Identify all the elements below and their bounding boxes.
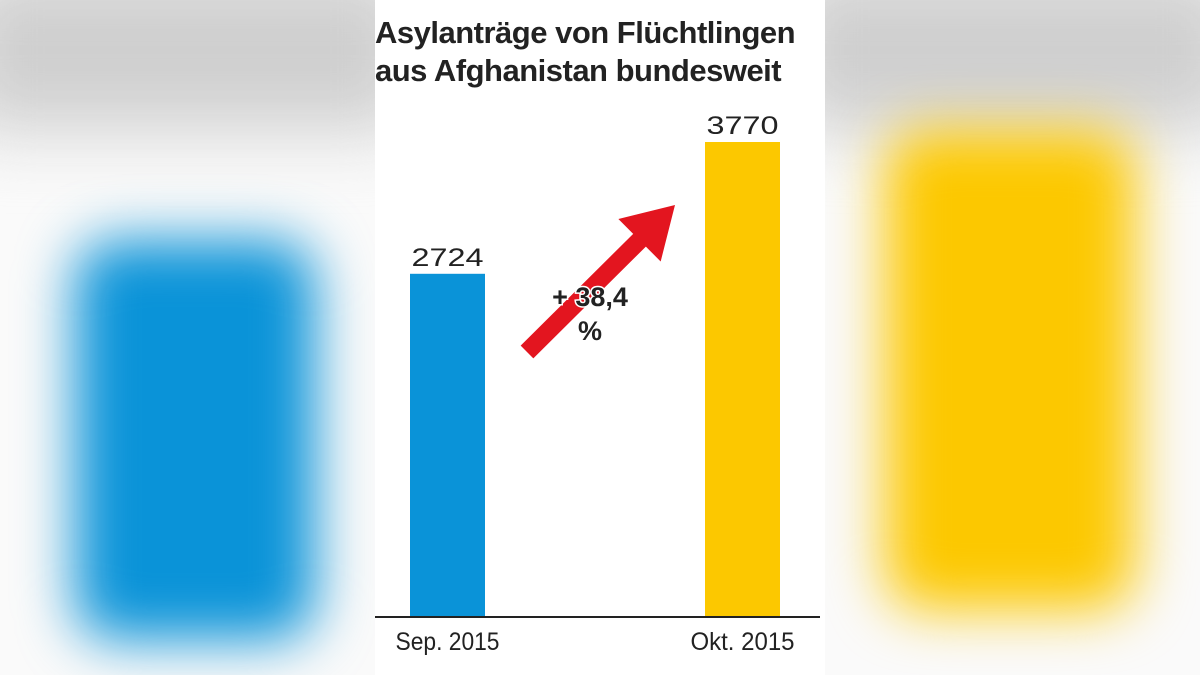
chart-title: Asylanträge von Flüchtlingen aus Afghani… — [375, 14, 796, 90]
title-line-1: Asylanträge von Flüchtlingen — [375, 15, 796, 50]
x-tick-label-2: Okt. 2015 — [691, 628, 795, 656]
bar-chart: 2724 Sep. 2015 3770 Okt. 2015 + 38,4% — [375, 112, 820, 656]
annotation-percent-sign: % — [578, 316, 602, 346]
x-tick-label-1: Sep. 2015 — [396, 628, 500, 656]
bar-2 — [705, 142, 780, 617]
title-line-2: aus Afghanistan bundesweit — [375, 53, 782, 88]
blurred-background-right — [825, 0, 1200, 675]
annotation-percent-value: + 38,4 — [552, 282, 628, 312]
increase-arrow-icon — [520, 204, 676, 359]
bar-1 — [410, 273, 485, 617]
data-label-2: 3770 — [707, 112, 779, 140]
chart-panel: Asylanträge von Flüchtlingen aus Afghani… — [375, 0, 825, 675]
data-label-1: 2724 — [412, 244, 484, 272]
blurred-background-left — [0, 0, 375, 675]
